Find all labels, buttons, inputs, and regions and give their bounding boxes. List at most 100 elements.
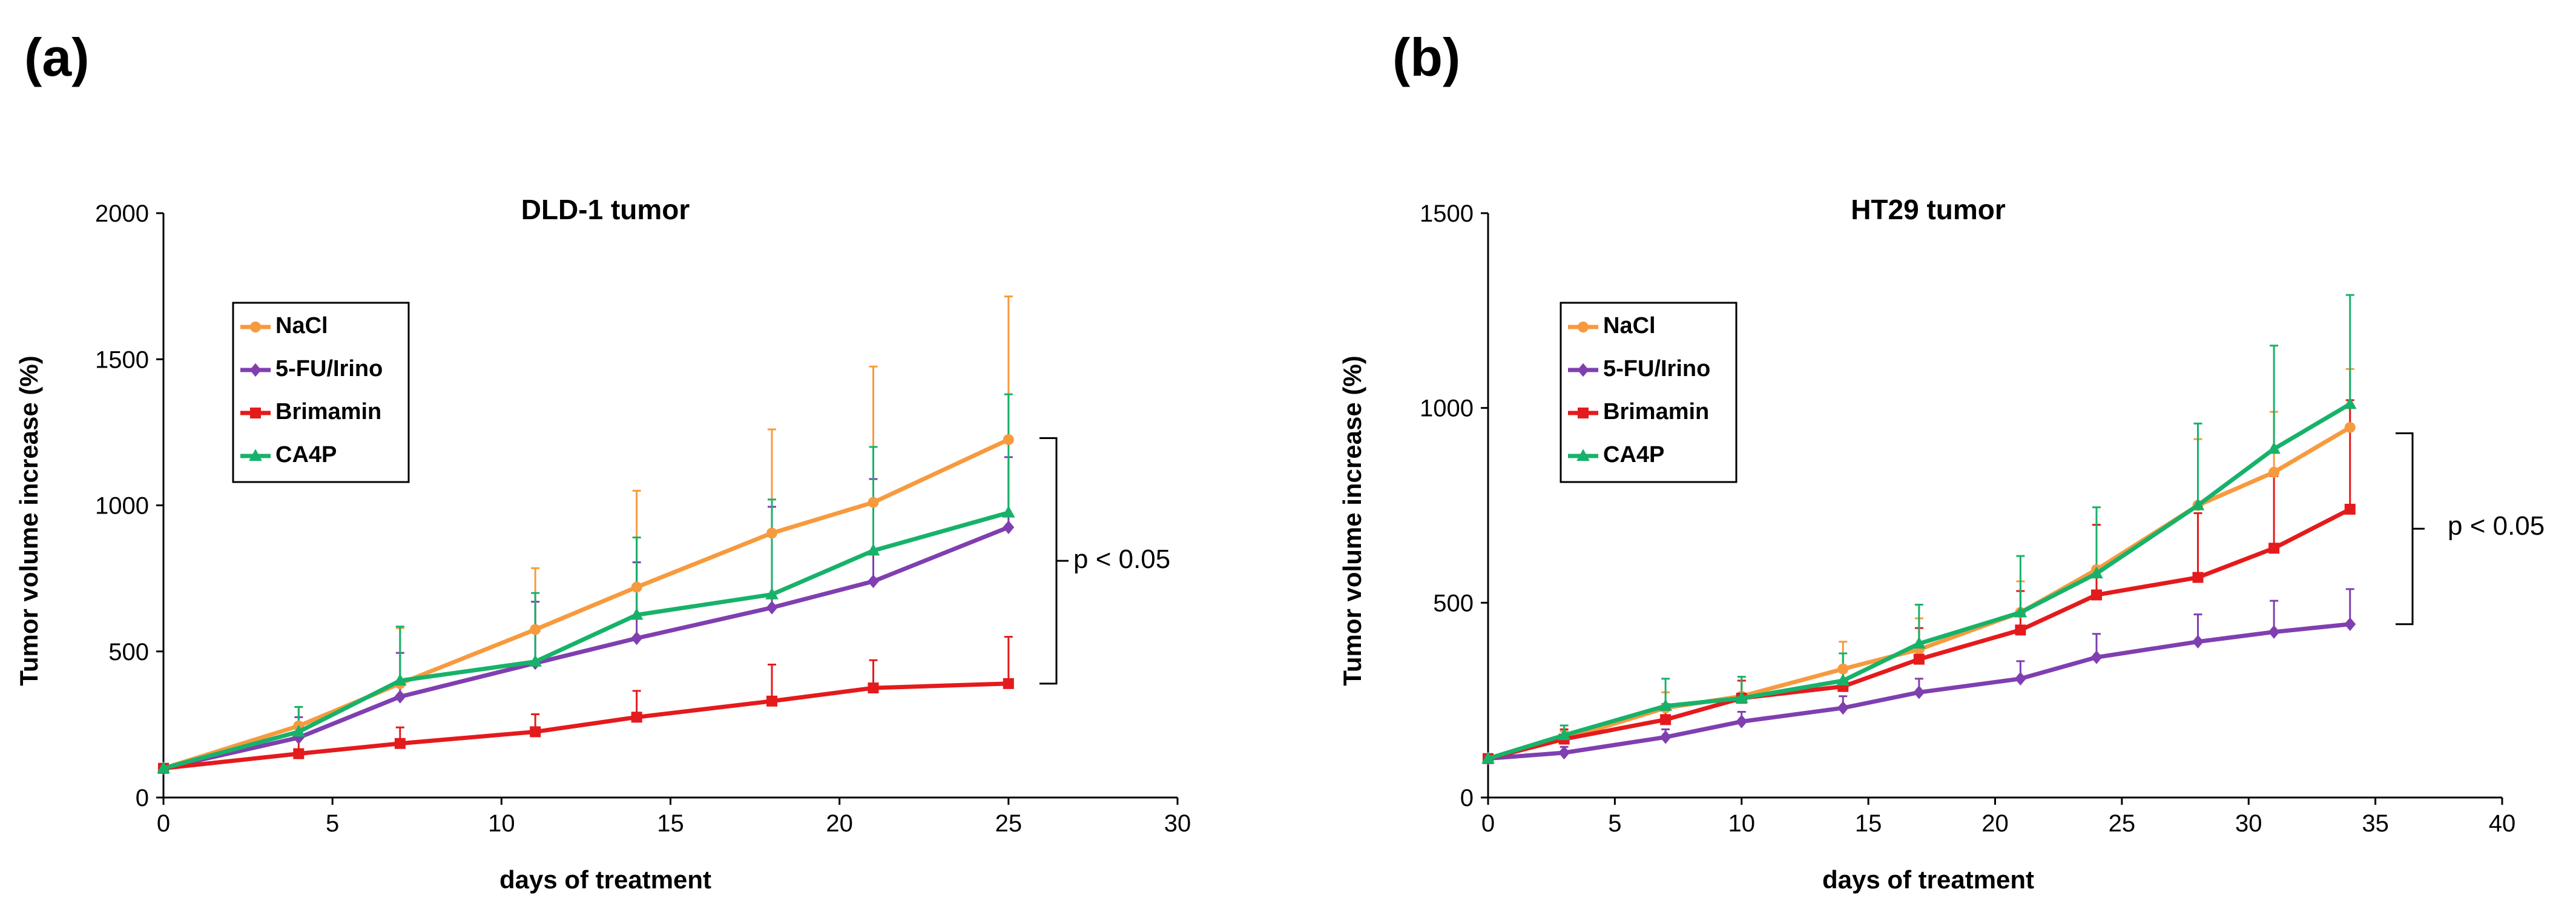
data-point <box>529 654 542 667</box>
data-point <box>630 607 644 620</box>
data-point <box>2091 589 2102 601</box>
data-point <box>1912 636 1926 649</box>
data-point <box>2014 605 2028 618</box>
axes: 0 5 10 15 20 25 30 0 500 1000 1500 2000 <box>95 200 1191 837</box>
legend-label-5fu-irino: 5-FU/Irino <box>1603 356 1710 382</box>
data-point <box>766 601 778 615</box>
legend-item-brimamin <box>1568 408 1598 418</box>
data-point <box>866 543 880 556</box>
x-tick-label: 25 <box>2109 810 2136 837</box>
legend-item-ca4p <box>240 449 271 461</box>
data-point <box>1837 663 1849 675</box>
legend-item-5-fu-irino <box>1568 363 1598 377</box>
error-bars-ca4p <box>1560 294 2354 736</box>
significance-bracket <box>1039 437 1058 685</box>
data-point <box>2015 624 2026 636</box>
data-point <box>868 682 879 694</box>
x-tick-label: 25 <box>995 810 1023 837</box>
series-brimamin <box>158 678 1014 774</box>
data-point <box>2268 543 2280 554</box>
x-tick-label: 15 <box>1855 810 1882 837</box>
legend-item-nacl <box>1568 322 1598 332</box>
legend-swatch-marker <box>249 363 262 377</box>
data-point <box>2268 466 2280 478</box>
data-point <box>1003 520 1015 534</box>
data-point <box>293 748 305 759</box>
data-point <box>868 497 879 508</box>
chart-title: DLD-1 tumor <box>521 194 690 225</box>
legend-label-brimamin: Brimamin <box>1603 399 1709 424</box>
data-point <box>1736 715 1748 728</box>
significance-bracket <box>2396 432 2414 626</box>
series-ca4p <box>157 505 1015 773</box>
data-point <box>1481 751 1495 764</box>
data-point <box>631 631 643 646</box>
data-point <box>2344 503 2356 515</box>
legend: NaCl 5-FU/Irino Brimamin CA4P <box>232 302 410 483</box>
data-point <box>292 724 306 737</box>
chart-title: HT29 tumor <box>1851 194 2006 225</box>
data-point <box>530 624 541 635</box>
significance-annotation: p < 0.05 <box>2448 511 2545 541</box>
y-tick-label: 500 <box>108 639 149 666</box>
legend-label-ca4p: CA4P <box>275 442 337 467</box>
legend-box <box>1560 302 1738 483</box>
data-point <box>1002 505 1015 518</box>
x-tick-label: 5 <box>326 810 339 837</box>
y-tick-label: 1500 <box>1420 200 1474 227</box>
y-axis-label: Tumor volume increase (%) <box>1338 355 1366 685</box>
x-tick-label: 35 <box>2362 810 2389 837</box>
legend-label-nacl: NaCl <box>1603 313 1656 339</box>
data-point <box>1659 730 1672 744</box>
data-point <box>631 712 642 723</box>
data-point <box>765 587 779 600</box>
legend-swatch-marker <box>1577 363 1589 377</box>
data-point <box>1003 678 1014 689</box>
legend: NaCl 5-FU/Irino Brimamin CA4P <box>1560 302 1738 483</box>
y-tick-label: 2000 <box>95 200 149 227</box>
series-line <box>162 437 1010 771</box>
x-tick-label: 20 <box>826 810 853 837</box>
legend-item-brimamin <box>240 408 271 418</box>
panel-label: (b) <box>1392 27 1460 87</box>
data-point <box>394 738 406 749</box>
data-point <box>394 673 407 686</box>
legend-swatch-marker <box>1578 408 1589 418</box>
legend-swatch-marker <box>250 322 261 332</box>
series-line <box>163 510 1009 771</box>
legend-swatch-marker <box>1576 449 1590 461</box>
x-tick-label: 15 <box>657 810 684 837</box>
x-axis-label: days of treatment <box>1822 865 2034 894</box>
legend-swatch-marker <box>249 449 262 461</box>
chart-panel-a: (a) DLD-1 tumor days of treatment Tumor … <box>15 27 1191 894</box>
legend-item-5-fu-irino <box>240 363 271 377</box>
data-point <box>2192 572 2204 583</box>
x-axis-label: days of treatment <box>499 865 711 894</box>
x-tick-label: 10 <box>488 810 515 837</box>
significance-annotation: p < 0.05 <box>1073 544 1170 574</box>
y-tick-label: 0 <box>136 785 149 811</box>
legend-label-5fu-irino: 5-FU/Irino <box>275 356 383 382</box>
legend-label-nacl: NaCl <box>275 313 328 339</box>
data-point <box>2344 421 2356 433</box>
x-tick-label: 20 <box>1981 810 2009 837</box>
series-ca4p <box>1481 397 2357 764</box>
data-point <box>766 527 777 539</box>
data-point <box>1660 714 1672 725</box>
legend-item-nacl <box>240 322 271 332</box>
data-point <box>1558 745 1570 760</box>
series-line <box>163 681 1009 771</box>
data-point <box>1913 685 1925 699</box>
legend-swatch-marker <box>1578 322 1589 332</box>
data-point <box>394 690 406 704</box>
legend-box <box>232 302 410 483</box>
data-point <box>157 761 170 773</box>
data-point <box>2343 397 2357 409</box>
data-point <box>2090 650 2103 664</box>
x-tick-label: 5 <box>1608 810 1621 837</box>
series-brimamin <box>1483 503 2356 764</box>
data-point <box>2344 617 2356 631</box>
y-tick-label: 0 <box>1460 785 1474 811</box>
data-point <box>766 695 777 707</box>
x-tick-label: 0 <box>157 810 170 837</box>
